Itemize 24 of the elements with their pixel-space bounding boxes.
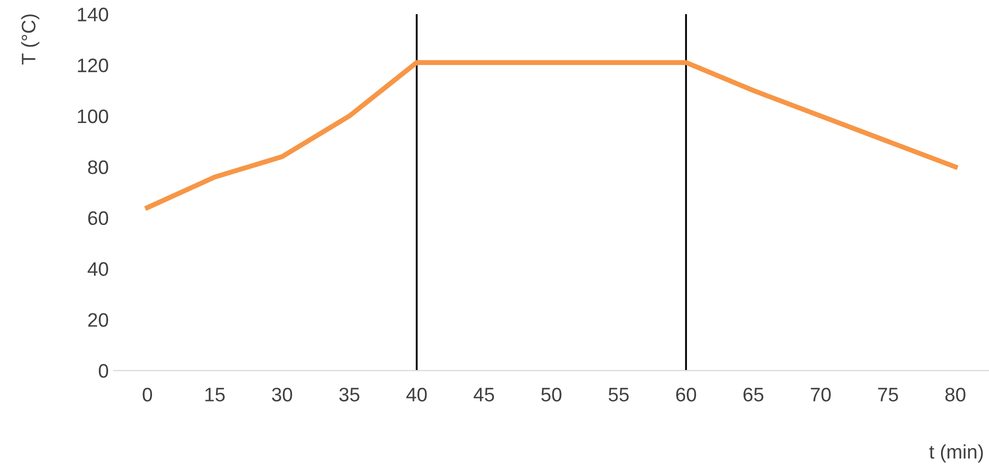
y-tick-label: 40	[88, 262, 108, 276]
x-tick-label: 55	[608, 388, 629, 402]
x-tick-label: 75	[878, 388, 898, 402]
y-tick-label: 0	[98, 364, 108, 378]
x-tick-label: 70	[810, 388, 831, 402]
y-axis-title: T (°C)	[21, 14, 40, 65]
x-axis-title: t (min)	[929, 444, 983, 463]
x-tick-label: 80	[945, 388, 966, 402]
y-tick-label: 20	[88, 313, 108, 327]
x-tick-label: 60	[676, 388, 696, 402]
x-tick-label: 0	[142, 388, 152, 402]
y-tick-label: 140	[78, 8, 108, 22]
x-tick-label: 45	[474, 388, 494, 402]
line-series	[144, 60, 958, 210]
y-tick-label: 80	[88, 160, 108, 174]
x-tick-label: 65	[744, 388, 764, 402]
x-tick-label: 30	[272, 388, 292, 402]
x-tick-label: 15	[205, 388, 225, 402]
y-tick-label: 60	[88, 211, 108, 226]
y-tick-label: 120	[78, 58, 108, 72]
y-tick-label: 100	[78, 109, 108, 124]
x-tick-label: 50	[541, 388, 562, 402]
x-tick-label: 35	[339, 388, 360, 402]
x-tick-label: 40	[406, 388, 427, 402]
